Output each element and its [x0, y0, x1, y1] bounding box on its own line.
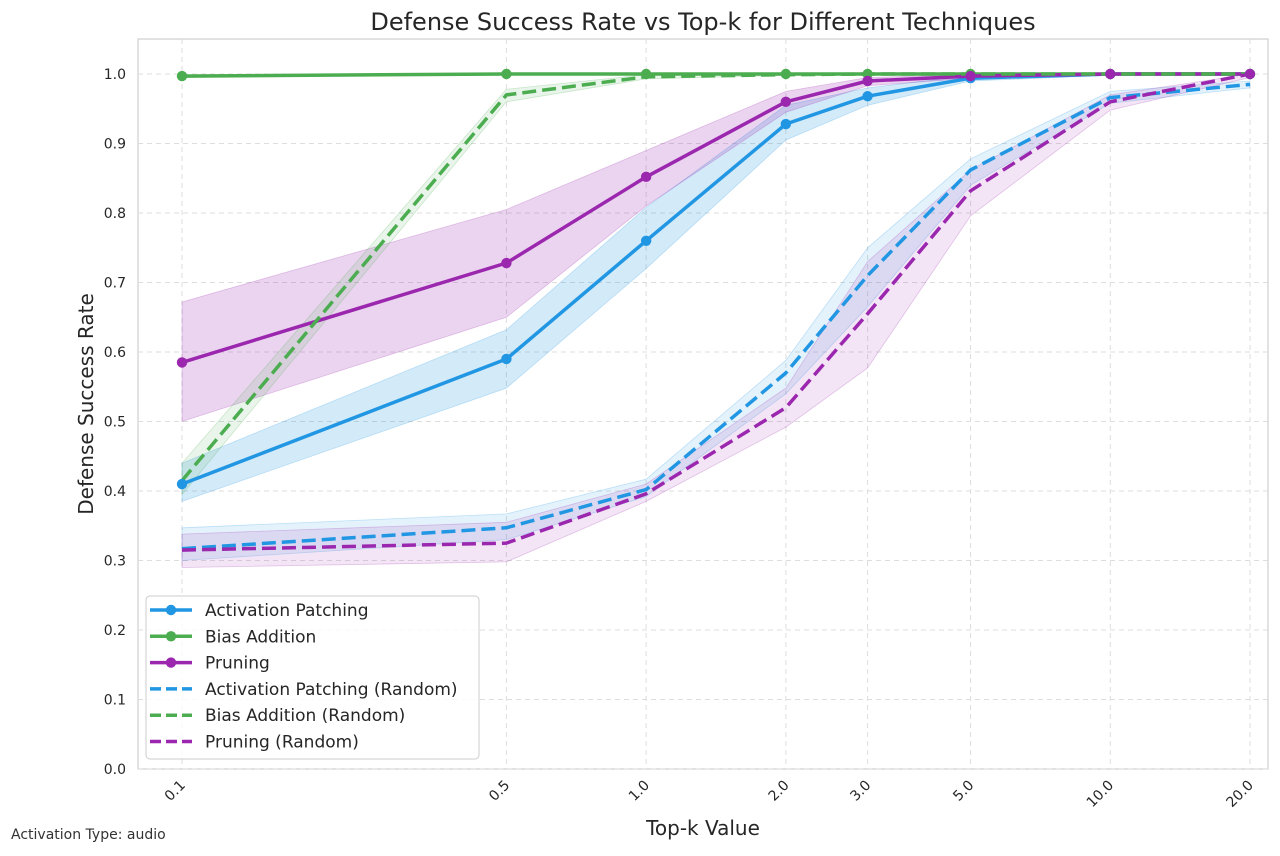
y-tick-label-10: 1.0 — [104, 67, 126, 83]
bias-addition-point-0 — [176, 70, 188, 82]
x-tick-label-2: 1.0 — [626, 778, 653, 805]
activation-patching-point-2 — [640, 235, 652, 246]
y-tick-label-1: 0.1 — [104, 693, 126, 709]
pruning-point-1 — [501, 257, 512, 269]
y-tick-label-6: 0.6 — [104, 345, 126, 361]
activation-patching-point-3 — [780, 118, 792, 130]
y-tick-label-8: 0.8 — [104, 206, 126, 222]
bias-addition-random-line — [180, 72, 1250, 482]
x-tick-label-7: 20.0 — [1223, 778, 1256, 811]
legend-label-pruning-random: Pruning (Random) — [205, 733, 359, 753]
series-markers — [176, 68, 1256, 490]
x-axis-label: Top-k Value — [645, 816, 760, 840]
y-axis-label: Defense Success Rate — [74, 293, 98, 515]
legend-label-bias-addition-random: Bias Addition (Random) — [205, 706, 405, 726]
activation-type-note: Activation Type: audio — [11, 827, 166, 843]
legend-label-activation-patching-random: Activation Patching (Random) — [205, 680, 458, 700]
y-tick-label-0: 0.0 — [104, 762, 126, 778]
y-tick-label-9: 0.9 — [104, 137, 126, 153]
activation-patching-random-line — [181, 82, 1251, 551]
pruning-point-0 — [176, 357, 188, 368]
y-axis-ticks: 0.0 0.1 0.2 0.3 0.4 0.5 0.6 0.7 0.8 0.9 1.0 — [104, 67, 126, 778]
legend-marker-bias-addition — [165, 631, 177, 642]
legend-marker-pruning — [165, 657, 177, 668]
x-tick-label-6: 10.0 — [1084, 778, 1117, 811]
legend-label-bias-addition: Bias Addition — [205, 627, 316, 647]
y-tick-label-4: 0.4 — [104, 484, 126, 500]
chart-title: Defense Success Rate vs Top-k for Differ… — [370, 8, 1035, 36]
bias-addition-point-3 — [780, 68, 792, 80]
x-tick-label-5: 5.0 — [950, 778, 977, 805]
pruning-point-7 — [1244, 68, 1256, 80]
x-tick-label-0: 0.1 — [162, 778, 189, 805]
y-tick-label-3: 0.3 — [104, 554, 126, 570]
pruning-point-5 — [965, 70, 976, 82]
x-tick-label-1: 0.5 — [486, 778, 513, 805]
pruning-random-line — [181, 72, 1251, 552]
x-tick-label-3: 2.0 — [766, 778, 793, 805]
legend-label-activation-patching: Activation Patching — [205, 601, 369, 621]
bias-addition-point-2 — [640, 68, 652, 80]
activation-patching-point-1 — [501, 353, 512, 365]
x-axis-ticks: 0.1 0.5 1.0 2.0 3.0 5.0 10.0 20.0 — [162, 778, 1257, 811]
pruning-point-3 — [780, 96, 792, 108]
legend-box — [145, 595, 480, 760]
pruning-point-4 — [862, 75, 873, 87]
y-tick-label-5: 0.5 — [104, 415, 126, 431]
pruning-point-6 — [1105, 68, 1116, 80]
activation-patching-point-0 — [176, 478, 188, 490]
legend-marker-activation-patching — [165, 604, 177, 616]
gridlines — [138, 39, 1268, 770]
y-tick-label-2: 0.2 — [104, 623, 126, 639]
y-tick-label-7: 0.7 — [104, 276, 126, 292]
activation-patching-point-4 — [862, 91, 873, 102]
x-tick-label-4: 3.0 — [847, 778, 874, 805]
pruning-point-2 — [640, 171, 652, 183]
series-lines — [180, 72, 1251, 552]
bias-addition-point-1 — [501, 68, 512, 80]
legend-label-pruning: Pruning — [205, 654, 270, 674]
legend: Activation Patching Bias Addition Pruning A… — [145, 595, 480, 760]
